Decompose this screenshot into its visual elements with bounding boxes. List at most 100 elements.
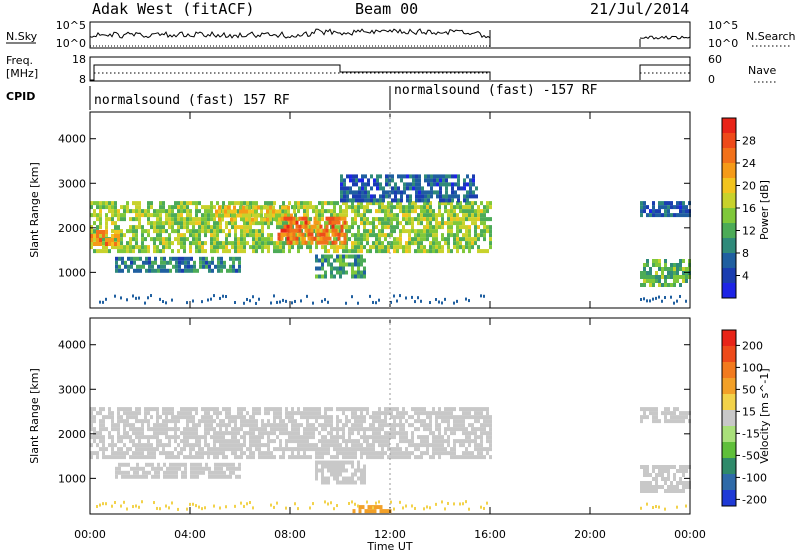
power-echo-cell	[99, 205, 102, 210]
velocity-echo-cell	[459, 439, 462, 444]
velocity-echo-cell	[667, 489, 670, 493]
velocity-echo-cell	[150, 415, 153, 420]
velocity-echo-cell	[219, 443, 222, 448]
velocity-echo-cell	[363, 464, 366, 469]
velocity-echo-cell	[676, 415, 679, 420]
velocity-echo-cell	[273, 407, 276, 412]
power-echo-cell	[679, 201, 682, 206]
power-echo-cell	[192, 217, 195, 222]
velocity-colorbar-swatch	[722, 474, 736, 491]
velocity-echo-cell	[435, 435, 438, 440]
power-echo-cell	[366, 209, 369, 214]
power-echo-cell	[178, 268, 181, 273]
velocity-echo-cell	[459, 427, 462, 432]
velocity-echo-cell	[135, 447, 138, 452]
power-echo-cell	[384, 209, 387, 214]
velocity-echo-cell	[226, 466, 229, 471]
power-echo-cell	[408, 249, 411, 254]
power-echo-cell	[339, 266, 342, 271]
velocity-echo-cell	[258, 455, 261, 460]
power-echo-cell	[465, 209, 468, 214]
power-echo-cell	[186, 225, 189, 230]
power-echo-cell	[210, 233, 213, 238]
power-echo-cell	[349, 178, 352, 183]
velocity-echo-cell	[294, 423, 297, 428]
power-echo-cell	[658, 263, 661, 267]
power-echo-cell	[195, 241, 198, 246]
velocity-ground-scatter	[447, 501, 449, 505]
power-echo-cell	[366, 221, 369, 226]
power-echo-cell	[424, 198, 427, 203]
power-echo-cell	[477, 213, 480, 218]
velocity-echo-cell	[357, 447, 360, 452]
freq-strip-frame	[89, 56, 691, 82]
power-echo-cell	[318, 201, 321, 206]
velocity-colorbar-tick-label: -100	[742, 471, 767, 484]
power-echo-cell	[222, 229, 225, 234]
power-echo-cell	[676, 267, 679, 271]
power-echo-cell	[373, 178, 376, 183]
velocity-echo-cell	[120, 447, 123, 452]
velocity-echo-cell	[132, 411, 135, 416]
velocity-echo-cell	[351, 460, 354, 465]
velocity-echo-cell	[150, 427, 153, 432]
velocity-echo-cell	[226, 462, 229, 467]
power-echo-cell	[682, 279, 685, 283]
power-echo-cell	[334, 228, 338, 233]
power-echo-cell	[322, 236, 326, 241]
velocity-echo-cell	[664, 419, 667, 424]
velocity-echo-cell	[363, 407, 366, 412]
power-echo-cell	[126, 241, 129, 246]
velocity-echo-cell	[399, 419, 402, 424]
power-echo-cell	[286, 240, 290, 245]
velocity-echo-cell	[195, 423, 198, 428]
velocity-ground-scatter	[324, 500, 326, 504]
power-echo-cell	[390, 229, 393, 234]
velocity-echo-cell	[640, 407, 643, 412]
power-echo-cell	[333, 237, 336, 242]
velocity-colorbar-swatch	[722, 426, 736, 443]
power-echo-cell	[429, 201, 432, 206]
velocity-echo-cell	[373, 509, 377, 514]
velocity-echo-cell	[219, 423, 222, 428]
power-echo-cell	[174, 229, 177, 234]
velocity-echo-cell	[222, 451, 225, 456]
power-echo-cell	[396, 221, 399, 226]
power-echo-cell	[376, 198, 379, 203]
power-echo-cell	[220, 256, 223, 261]
velocity-echo-cell	[411, 435, 414, 440]
velocity-echo-cell	[300, 455, 303, 460]
velocity-echo-cell	[486, 435, 489, 440]
power-echo-cell	[114, 209, 117, 214]
velocity-echo-cell	[133, 466, 136, 471]
power-echo-cell	[322, 240, 326, 245]
velocity-echo-cell	[204, 423, 207, 428]
velocity-echo-cell	[96, 435, 99, 440]
velocity-echo-cell	[465, 427, 468, 432]
velocity-echo-cell	[183, 411, 186, 416]
velocity-echo-cell	[138, 455, 141, 460]
velocity-echo-cell	[423, 443, 426, 448]
velocity-echo-cell	[489, 439, 492, 444]
power-echo-cell	[162, 249, 165, 254]
power-echo-cell	[643, 263, 646, 267]
power-echo-cell	[198, 233, 201, 238]
power-echo-cell	[457, 182, 460, 187]
power-echo-cell	[281, 205, 284, 210]
velocity-echo-cell	[90, 419, 93, 424]
velocity-echo-cell	[108, 443, 111, 448]
power-echo-cell	[405, 217, 408, 222]
velocity-echo-cell	[196, 474, 199, 479]
velocity-echo-cell	[655, 465, 658, 469]
velocity-echo-cell	[321, 460, 324, 465]
velocity-echo-cell	[294, 447, 297, 452]
power-echo-cell	[432, 217, 435, 222]
velocity-echo-cell	[652, 415, 655, 420]
velocity-echo-cell	[318, 451, 321, 456]
power-echo-cell	[649, 279, 652, 283]
velocity-echo-cell	[172, 466, 175, 471]
power-echo-cell	[652, 213, 655, 218]
velocity-echo-cell	[673, 485, 676, 489]
power-ground-scatter	[150, 294, 152, 298]
power-echo-cell	[132, 217, 135, 222]
